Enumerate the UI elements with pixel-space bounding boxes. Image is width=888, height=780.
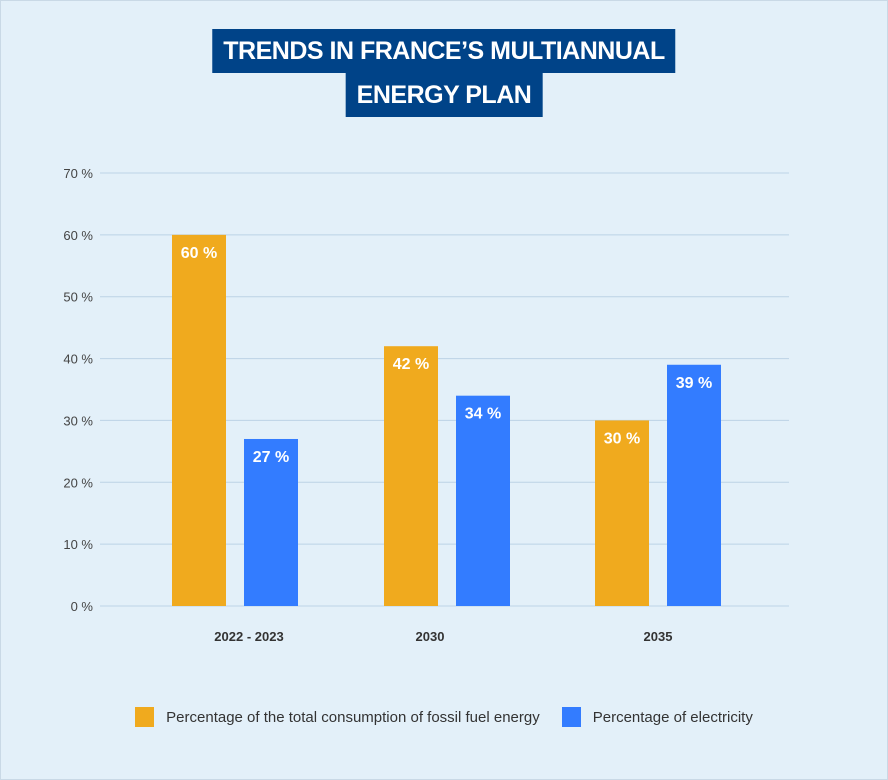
y-tick-label: 40 % (63, 352, 93, 367)
y-tick-label: 60 % (63, 228, 93, 243)
legend-swatch-electricity (561, 707, 581, 727)
y-tick-label: 0 % (71, 599, 94, 614)
y-tick-label: 50 % (63, 290, 93, 305)
chart-title-line-2: ENERGY PLAN (345, 73, 543, 117)
legend: Percentage of the total consumption of f… (0, 707, 888, 727)
y-tick-label: 70 % (63, 166, 93, 181)
legend-swatch-fossil (135, 707, 155, 727)
x-tick-label: 2035 (644, 629, 673, 644)
chart-title-line-1: TRENDS IN FRANCE’S MULTIANNUAL (212, 29, 676, 73)
x-tick-label: 2030 (416, 629, 445, 644)
data-label: 34 % (465, 406, 501, 423)
bar-fossil (384, 346, 438, 606)
legend-item-fossil: Percentage of the total consumption of f… (135, 707, 540, 727)
data-label: 60 % (181, 245, 217, 262)
y-tick-label: 20 % (63, 475, 93, 490)
bar-fossil (595, 420, 649, 606)
bar-electricity (667, 364, 721, 606)
legend-item-electricity: Percentage of electricity (561, 707, 753, 727)
y-tick-label: 30 % (63, 413, 93, 428)
data-label: 27 % (253, 449, 289, 466)
x-tick-label: 2022 - 2023 (214, 629, 283, 644)
data-label: 42 % (393, 356, 429, 373)
data-label: 39 % (676, 375, 712, 392)
bar-fossil (172, 234, 226, 606)
legend-label-electricity: Percentage of electricity (592, 708, 753, 726)
y-tick-label: 10 % (63, 537, 93, 552)
bar-electricity (456, 395, 510, 606)
data-label: 30 % (604, 430, 640, 447)
bar-electricity (244, 438, 298, 606)
legend-label-fossil: Percentage of the total consumption of f… (166, 708, 540, 726)
